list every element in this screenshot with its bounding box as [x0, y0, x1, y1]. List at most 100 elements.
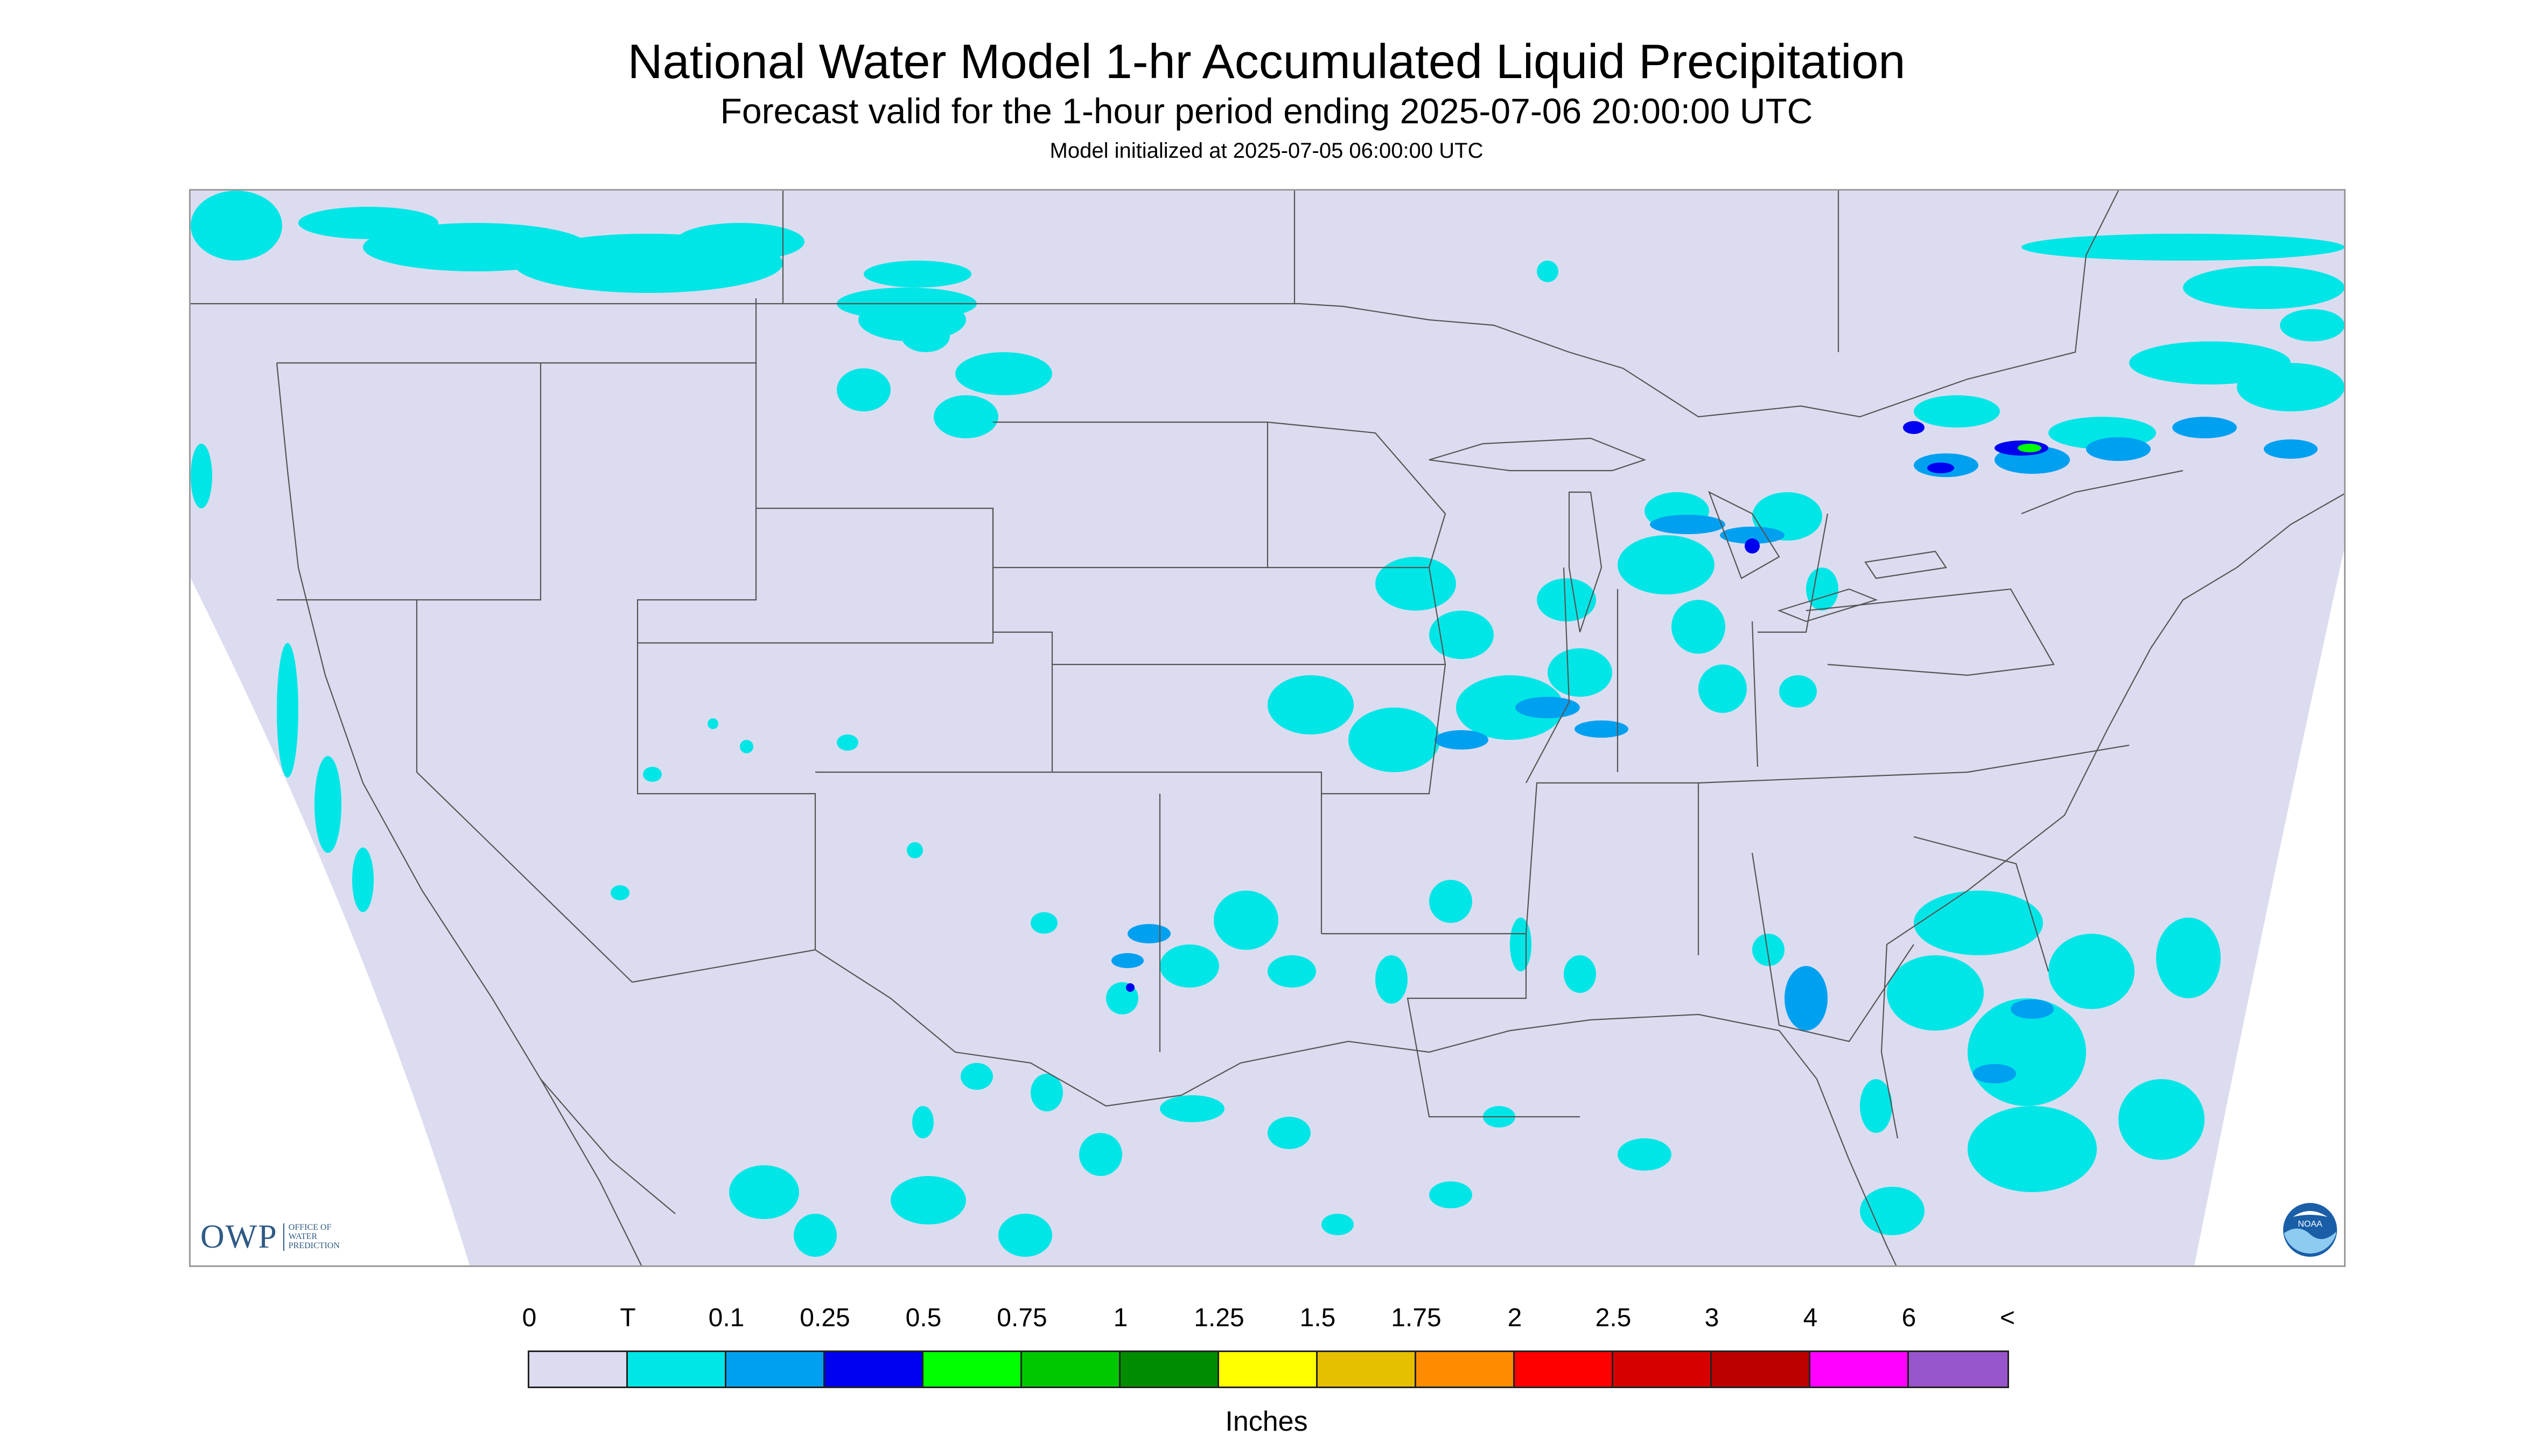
precip-cell — [1698, 664, 1747, 713]
precip-cell — [1575, 720, 1628, 738]
precip-cell — [1321, 1214, 1354, 1235]
legend-tick-label: 0.5 — [905, 1304, 942, 1332]
legend-swatch — [1613, 1352, 1712, 1387]
precip-cell — [729, 1165, 799, 1219]
precip-cell — [643, 767, 662, 782]
precip-cell — [901, 320, 950, 352]
precip-cell — [1429, 1181, 1472, 1208]
legend-swatch — [529, 1352, 628, 1387]
legend-swatch — [1121, 1352, 1219, 1387]
precip-cell — [1860, 1187, 1925, 1235]
precip-cell — [1268, 675, 1354, 734]
precip-trace-areas — [191, 191, 2344, 1257]
precip-cell — [837, 368, 891, 411]
precip-cell — [837, 734, 858, 751]
precip-cell — [2118, 1079, 2205, 1160]
legend-swatch — [1318, 1352, 1416, 1387]
precip-cell — [1785, 966, 1828, 1031]
legend-swatch — [1416, 1352, 1515, 1387]
precip-cell — [1973, 1064, 2016, 1083]
precip-cell — [1779, 675, 1817, 708]
noaa-logo: NOAA — [2283, 1203, 2337, 1257]
svg-text:NOAA: NOAA — [2298, 1220, 2322, 1229]
precip-cell — [1031, 1074, 1063, 1111]
precip-cell — [1515, 697, 1580, 718]
precip-cell — [1348, 708, 1440, 772]
precip-cell — [1968, 1106, 2097, 1192]
map-title: National Water Model 1-hr Accumulated Li… — [627, 35, 1906, 89]
precip-cell — [1079, 1133, 1122, 1176]
precip-heavy-areas — [2018, 444, 2041, 452]
precip-cell — [1429, 880, 1472, 923]
precip-cell — [1903, 421, 1925, 434]
legend-color-bar — [528, 1350, 2009, 1388]
owp-logo-text: OFFICE OF WATER PREDICTION — [283, 1223, 340, 1251]
legend-tick-label: 1.75 — [1391, 1304, 1442, 1332]
legend-tick-label: 6 — [1901, 1304, 1916, 1332]
legend-swatch — [1712, 1352, 1810, 1387]
legend-swatch — [1810, 1352, 1909, 1387]
legend-tick-label: 0.25 — [800, 1304, 850, 1332]
legend-swatch — [923, 1352, 1022, 1387]
precip-cell — [2156, 918, 2221, 998]
precip-cell — [1745, 538, 1760, 554]
precip-cell — [708, 718, 718, 729]
state-borders — [191, 191, 2344, 1265]
precip-cell — [191, 191, 282, 261]
precip-cell — [1752, 934, 1785, 966]
precip-cell — [961, 1063, 993, 1090]
precip-cell — [2264, 439, 2318, 459]
precip-cell — [1671, 600, 1725, 654]
precipitation-map — [189, 189, 2346, 1267]
legend-tick-label: 4 — [1803, 1304, 1818, 1332]
precip-cell — [1435, 730, 1488, 750]
precip-cell — [1375, 955, 1408, 1004]
precip-cell — [1126, 983, 1135, 992]
owp-logo-mark: OWP — [200, 1219, 278, 1255]
legend-tick-label: 1.5 — [1299, 1304, 1336, 1332]
legend-tick-label: T — [620, 1304, 636, 1332]
precip-cell — [2237, 363, 2344, 411]
legend-swatch — [1515, 1352, 1613, 1387]
precip-cell — [1914, 891, 2043, 955]
legend-tick-label: 0.1 — [708, 1304, 745, 1332]
legend-labels: 0 T 0.1 0.25 0.5 0.75 1 1.25 1.5 1.75 2 2.5 3 4 6 < — [0, 1303, 2533, 1335]
precip-cell — [1160, 944, 1219, 988]
precip-cell — [1618, 1138, 1671, 1171]
precip-cell — [955, 352, 1052, 395]
precip-cell — [2011, 999, 2054, 1019]
precip-cell — [740, 740, 753, 753]
precip-cell — [1927, 463, 1954, 473]
precip-cell — [1860, 1079, 1892, 1133]
precip-cell — [934, 395, 998, 438]
legend-tick-label: < — [1999, 1304, 2016, 1332]
legend-swatch — [628, 1352, 726, 1387]
precip-cell — [2172, 417, 2237, 438]
precip-cell — [1618, 535, 1715, 594]
precip-cell — [1537, 578, 1596, 621]
legend-tick-label: 0.75 — [997, 1304, 1047, 1332]
precip-light-areas — [1111, 417, 2318, 1083]
map-canvas — [191, 191, 2344, 1265]
precip-cell — [1548, 648, 1612, 697]
precip-cell — [891, 1176, 966, 1224]
legend-swatch — [1909, 1352, 2007, 1387]
legend-tick-label: 2 — [1507, 1304, 1522, 1332]
precip-cell — [2280, 309, 2344, 341]
legend-tick-label: 1 — [1113, 1304, 1128, 1332]
legend-swatch — [1022, 1352, 1121, 1387]
precip-cell — [998, 1214, 1052, 1257]
precip-cell — [2086, 437, 2151, 461]
legend-swatch — [1219, 1352, 1318, 1387]
precip-cell — [1268, 1117, 1311, 1149]
legend-tick-label: 0 — [522, 1304, 537, 1332]
precip-cell — [191, 444, 212, 508]
precip-cell — [1160, 1095, 1224, 1122]
precip-cell — [1650, 515, 1725, 534]
precip-cell — [2048, 934, 2135, 1009]
precip-cell — [1111, 953, 1144, 968]
precip-cell — [1268, 955, 1316, 988]
precip-cell — [1429, 611, 1494, 659]
precip-cell — [675, 223, 804, 261]
precip-cell — [1887, 955, 1984, 1031]
